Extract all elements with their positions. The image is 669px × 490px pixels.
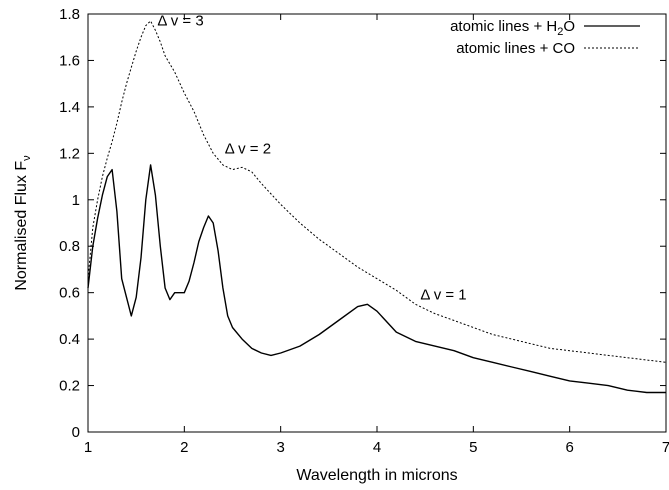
plot-frame: [87, 13, 667, 433]
y-tick-label: 0: [72, 424, 80, 441]
y-axis-label: Normalised Flux Fν: [13, 155, 33, 291]
y-axis-label-sub: ν: [21, 155, 33, 161]
y-tick-label: 1.8: [59, 6, 80, 23]
x-tick-label: 2: [180, 439, 188, 456]
x-tick-label: 7: [662, 439, 669, 456]
y-tick-label: 1.2: [59, 145, 80, 162]
y-tick-label: 0.6: [59, 285, 80, 302]
y-tick-label: 1.6: [59, 52, 80, 69]
legend: atomic lines + H2O atomic lines + CO: [450, 18, 640, 57]
annotations: Δ v = 3 Δ v = 2 Δ v = 1: [157, 13, 466, 304]
x-tick-label: 4: [373, 439, 381, 456]
x-tick-label: 1: [84, 439, 92, 456]
legend-label-h2o: atomic lines + H2O: [450, 18, 575, 38]
annotation-label: Δ v = 2: [225, 140, 271, 157]
y-tick-label: 0.4: [59, 331, 80, 348]
legend-h2o-suffix: O: [563, 18, 575, 35]
legend-h2o-sub: 2: [557, 26, 563, 38]
x-tick-label: 3: [276, 439, 284, 456]
axis-ticks: 1 2 3 4 5 6 7 0 0.2 0.4 0.6 0.8 1 1.2 1.4 1.6 1.8: [59, 6, 669, 456]
y-tick-label: 0.2: [59, 378, 80, 395]
legend-label-co: atomic lines + CO: [456, 40, 575, 57]
annotation-label: Δ v = 1: [420, 287, 466, 304]
y-tick-label: 1: [72, 192, 80, 209]
x-axis-label: Wavelength in microns: [296, 467, 457, 484]
series-line-co: [87, 20, 667, 363]
annotation-label: Δ v = 3: [157, 13, 203, 30]
x-tick-label: 6: [565, 439, 573, 456]
series-layer: [87, 20, 667, 394]
y-tick-label: 0.8: [59, 238, 80, 255]
x-tick-label: 5: [469, 439, 477, 456]
y-tick-label: 1.4: [59, 99, 80, 116]
series-line-h2o: [87, 164, 666, 394]
